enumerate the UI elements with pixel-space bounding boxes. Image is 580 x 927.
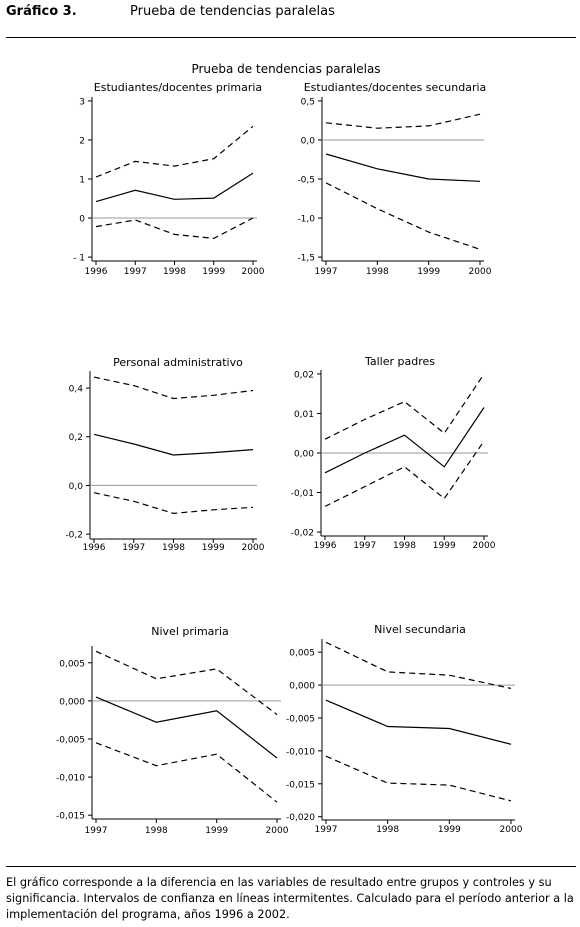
- x-tick-label: 1999: [417, 267, 440, 277]
- y-tick-label: -0,010: [56, 774, 85, 784]
- y-tick-label: -0,020: [286, 813, 315, 823]
- y-tick-label: 0,005: [59, 659, 85, 669]
- estimate-line: [325, 699, 512, 745]
- y-tick-label: 0,00: [294, 450, 314, 460]
- estimate-line: [324, 407, 485, 474]
- x-tick-label: 1998: [366, 267, 389, 277]
- bottom-rule: [6, 866, 576, 867]
- panel-title: Nivel secundaria: [374, 623, 466, 636]
- x-tick-label: 1997: [315, 267, 338, 277]
- x-tick-label: 1997: [122, 543, 145, 553]
- x-tick-label: 1997: [85, 826, 108, 836]
- x-tick-label: 1998: [162, 543, 185, 553]
- panel-title: Personal administrativo: [113, 356, 243, 369]
- top-rule: [6, 37, 576, 38]
- panel-title: Taller padres: [364, 355, 435, 368]
- lower-confidence-line: [325, 755, 512, 802]
- y-tick-label: -0,015: [56, 812, 85, 822]
- y-tick-label: 0,4: [69, 385, 84, 395]
- upper-confidence-line: [93, 376, 254, 400]
- estimate-line: [93, 433, 254, 456]
- x-tick-label: 1998: [145, 826, 168, 836]
- y-tick-label: -0,005: [286, 714, 315, 724]
- y-tick-label: 0: [79, 215, 85, 225]
- y-tick-label: 0,01: [294, 410, 314, 420]
- upper-confidence-line: [325, 113, 481, 129]
- y-tick-label: -0,2: [65, 531, 83, 541]
- y-tick-label: 0,0: [69, 482, 84, 492]
- x-tick-label: 1996: [314, 541, 337, 551]
- x-tick-label: 1998: [376, 825, 399, 835]
- panel-title: Estudiantes/docentes secundaria: [304, 81, 487, 94]
- y-tick-label: 0,000: [289, 682, 315, 692]
- y-tick-label: 1: [79, 176, 85, 186]
- panel-title: Nivel primaria: [151, 625, 228, 638]
- y-tick-label: -0,015: [286, 780, 315, 790]
- lower-confidence-line: [324, 440, 485, 507]
- lower-confidence-line: [95, 742, 278, 803]
- x-tick-label: 2000: [242, 267, 265, 277]
- y-tick-label: -1,0: [297, 215, 315, 225]
- panel-title: Estudiantes/docentes primaria: [94, 81, 262, 94]
- figure-label: Gráfico 3.: [6, 4, 77, 19]
- figure-title: Prueba de tendencias paralelas: [130, 4, 335, 19]
- y-tick-label: - 1: [73, 254, 85, 264]
- x-tick-label: 2000: [500, 825, 523, 835]
- x-tick-label: 2000: [242, 543, 265, 553]
- x-tick-label: 2000: [469, 267, 492, 277]
- lower-confidence-line: [95, 217, 254, 240]
- upper-confidence-line: [324, 373, 485, 440]
- figure-header: Gráfico 3. Prueba de tendencias paralela…: [6, 4, 576, 26]
- chart-grid: Prueba de tendencias paralelas Estudiant…: [56, 62, 523, 836]
- lower-confidence-line: [325, 182, 481, 250]
- figure-caption: El gráfico corresponde a la diferencia e…: [6, 876, 574, 921]
- y-tick-label: -0,01: [291, 489, 314, 499]
- y-tick-label: 2: [79, 136, 85, 146]
- x-tick-label: 1999: [202, 543, 225, 553]
- y-tick-label: 0,5: [301, 97, 315, 107]
- x-tick-label: 1999: [433, 541, 456, 551]
- x-tick-label: 1999: [202, 267, 225, 277]
- y-tick-label: 0,000: [59, 697, 85, 707]
- chart-panel-2: Estudiantes/docentes secundaria 0,5 0,0 -0,…: [297, 81, 491, 277]
- x-tick-label: 1996: [83, 543, 106, 553]
- chart-panel-5: Nivel primaria 0,005 0,000 -0,005 -0,010 -0,0…: [56, 625, 289, 836]
- estimate-line: [95, 696, 278, 759]
- upper-confidence-line: [325, 641, 512, 689]
- y-tick-label: -0,5: [297, 176, 315, 186]
- y-tick-label: -0,02: [291, 529, 314, 539]
- chart-panel-6: Nivel secundaria 0,005 0,000 -0,005 -0,010 -0…: [286, 623, 523, 835]
- x-tick-label: 1999: [205, 826, 228, 836]
- x-tick-label: 1997: [124, 267, 147, 277]
- y-tick-label: -0,010: [286, 747, 315, 757]
- x-tick-label: 1997: [315, 825, 338, 835]
- x-tick-label: 1997: [353, 541, 376, 551]
- x-tick-label: 2000: [266, 826, 289, 836]
- overall-chart-title: Prueba de tendencias paralelas: [191, 62, 380, 76]
- x-tick-label: 1998: [163, 267, 186, 277]
- estimate-line: [325, 153, 481, 182]
- y-tick-label: 3: [79, 97, 85, 107]
- y-tick-label: 0,005: [289, 649, 315, 659]
- y-tick-label: -1,5: [297, 254, 315, 264]
- y-tick-label: 0,0: [301, 136, 316, 146]
- y-tick-label: -0,005: [56, 735, 85, 745]
- upper-confidence-line: [95, 650, 278, 716]
- chart-panel-3: Personal administrativo 0,4 0,2 0,0 -0,21996…: [65, 356, 264, 553]
- y-tick-label: 0,2: [69, 433, 83, 443]
- y-tick-label: 0,02: [294, 370, 314, 380]
- x-tick-label: 1999: [438, 825, 461, 835]
- x-tick-label: 1998: [393, 541, 416, 551]
- x-tick-label: 2000: [473, 541, 496, 551]
- lower-confidence-line: [93, 492, 254, 515]
- chart-panel-1: Estudiantes/docentes primaria 3 2 1 0 - 11996…: [73, 81, 265, 277]
- x-tick-label: 1996: [85, 267, 108, 277]
- estimate-line: [95, 172, 254, 203]
- upper-confidence-line: [95, 125, 254, 178]
